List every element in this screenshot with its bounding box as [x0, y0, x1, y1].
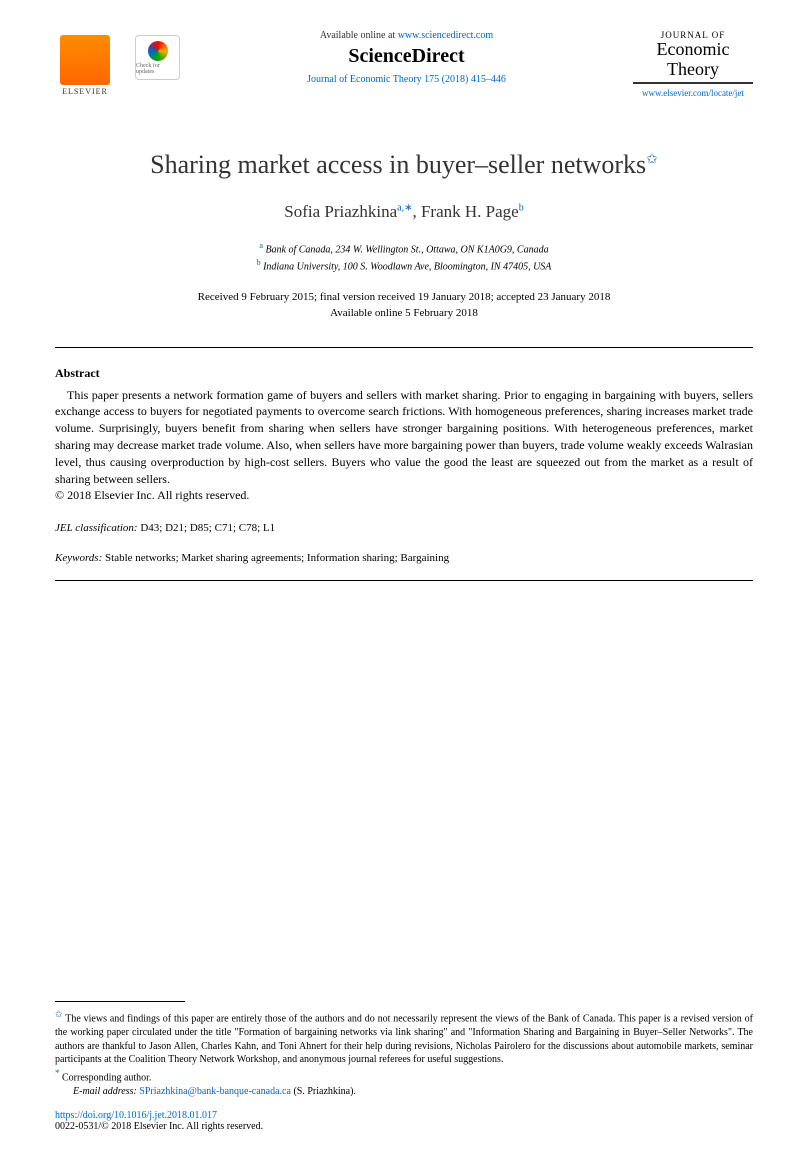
crossmark-text: Check for updates [136, 63, 179, 75]
footnote-corresponding: * Corresponding author. [55, 1067, 753, 1085]
footer-section: ✩ The views and findings of this paper a… [55, 1001, 753, 1132]
email-link[interactable]: SPriazhkina@bank-banque-canada.ca [139, 1086, 291, 1097]
journal-title-box: JOURNAL OF Economic Theory [633, 30, 753, 84]
elsevier-tree-icon [60, 35, 110, 85]
sciencedirect-url-link[interactable]: www.sciencedirect.com [398, 30, 493, 41]
header-row: ELSEVIER Check for updates Available onl… [55, 30, 753, 100]
paper-title: Sharing market access in buyer–seller ne… [55, 150, 753, 180]
divider-top [55, 347, 753, 348]
author-1-name[interactable]: Sofia Priazhkina [284, 202, 397, 221]
footnote-corr-text: Corresponding author. [60, 1072, 152, 1083]
elsevier-logo[interactable]: ELSEVIER [55, 30, 115, 100]
dates-section: Received 9 February 2015; final version … [55, 289, 753, 322]
title-text: Sharing market access in buyer–seller ne… [150, 150, 646, 179]
footnote-email: E-mail address: SPriazhkina@bank-banque-… [55, 1085, 753, 1099]
available-prefix: Available online at [320, 30, 398, 41]
footnote-star: ✩ The views and findings of this paper a… [55, 1008, 753, 1066]
sciencedirect-logo[interactable]: ScienceDirect [180, 45, 633, 68]
authors-line: Sofia Priazhkinaa,∗, Frank H. Pageb [55, 202, 753, 222]
affiliations: a Bank of Canada, 234 W. Wellington St.,… [55, 240, 753, 275]
divider-bottom [55, 580, 753, 581]
author-separator: , [412, 202, 421, 221]
affil-b-text: Indiana University, 100 S. Woodlawn Ave,… [261, 262, 552, 273]
journal-citation-link[interactable]: Journal of Economic Theory 175 (2018) 41… [180, 74, 633, 85]
abstract-text: This paper presents a network formation … [55, 388, 753, 486]
doi-section: https://doi.org/10.1016/j.jet.2018.01.01… [55, 1110, 753, 1132]
footnote-star-text: The views and findings of this paper are… [55, 1014, 753, 1066]
jel-codes: D43; D21; D85; C71; C78; L1 [140, 522, 275, 534]
journal-url-link[interactable]: www.elsevier.com/locate/jet [633, 88, 753, 98]
title-footnote-star[interactable]: ✩ [646, 152, 658, 167]
issn-copyright: 0022-0531/© 2018 Elsevier Inc. All right… [55, 1121, 753, 1132]
email-label: E-mail address: [73, 1086, 139, 1097]
dates-line1: Received 9 February 2015; final version … [55, 289, 753, 306]
abstract-copyright: © 2018 Elsevier Inc. All rights reserved… [55, 488, 249, 502]
author-2-name[interactable]: Frank H. Page [421, 202, 519, 221]
title-section: Sharing market access in buyer–seller ne… [55, 150, 753, 322]
jel-classification: JEL classification: D43; D21; D85; C71; … [55, 522, 753, 534]
header-center: Available online at www.sciencedirect.co… [180, 30, 633, 85]
crossmark-icon [148, 41, 168, 61]
keywords-label: Keywords: [55, 552, 105, 564]
jel-label: JEL classification: [55, 522, 140, 534]
abstract-body: This paper presents a network formation … [55, 387, 753, 505]
abstract-section: Abstract This paper presents a network f… [55, 366, 753, 505]
journal-name-line1: Economic [633, 40, 753, 60]
footnote-star-mark: ✩ [55, 1009, 63, 1019]
header-left: ELSEVIER Check for updates [55, 30, 180, 100]
keywords-list: Stable networks; Market sharing agreemen… [105, 552, 449, 564]
author-2-affil-sup: b [519, 202, 524, 213]
crossmark-badge[interactable]: Check for updates [135, 35, 180, 80]
dates-line2: Available online 5 February 2018 [55, 305, 753, 322]
footnote-divider [55, 1001, 185, 1002]
journal-name-line2: Theory [633, 60, 753, 80]
email-suffix: (S. Priazhkina). [291, 1086, 356, 1097]
available-online: Available online at www.sciencedirect.co… [180, 30, 633, 41]
affiliation-a: a Bank of Canada, 234 W. Wellington St.,… [55, 240, 753, 257]
affil-a-text: Bank of Canada, 234 W. Wellington St., O… [263, 244, 549, 255]
keywords-section: Keywords: Stable networks; Market sharin… [55, 552, 753, 564]
affiliation-b: b Indiana University, 100 S. Woodlawn Av… [55, 257, 753, 274]
header-right: JOURNAL OF Economic Theory www.elsevier.… [633, 30, 753, 98]
doi-link[interactable]: https://doi.org/10.1016/j.jet.2018.01.01… [55, 1110, 753, 1121]
abstract-heading: Abstract [55, 366, 753, 381]
elsevier-label: ELSEVIER [62, 87, 108, 96]
